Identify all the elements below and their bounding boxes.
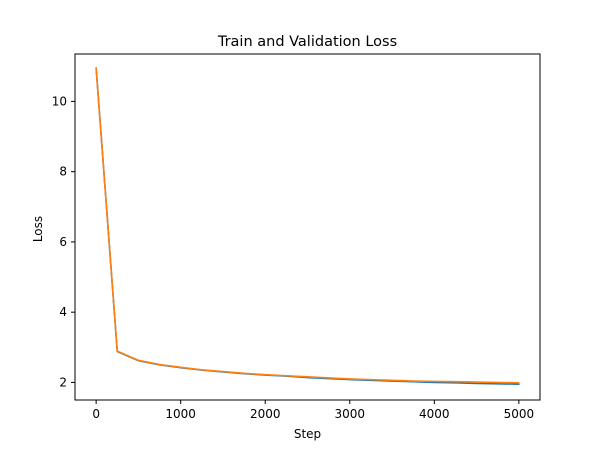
x-tick-label: 0 [92,407,100,421]
x-tick-label: 5000 [504,407,535,421]
x-tick-label: 1000 [165,407,196,421]
x-axis-label: Step [294,427,321,441]
plot-frame [74,53,541,401]
y-tick-label: 4 [59,305,67,319]
y-tick-label: 2 [59,375,67,389]
chart-title: Train and Validation Loss [217,34,397,50]
y-axis-label: Loss [31,216,45,242]
x-axis-ticks: 0 1000 2000 3000 4000 5000 [92,400,534,421]
x-tick-label: 3000 [334,407,365,421]
x-tick-label: 2000 [250,407,281,421]
x-tick-label: 4000 [419,407,450,421]
y-axis-ticks: 2 4 6 8 10 [52,94,75,389]
series-line-2 [95,67,520,384]
y-tick-label: 8 [59,165,67,179]
plot-area [74,53,541,401]
y-tick-label: 6 [59,235,67,249]
y-tick-label: 10 [52,94,67,108]
series-lines [95,67,520,385]
